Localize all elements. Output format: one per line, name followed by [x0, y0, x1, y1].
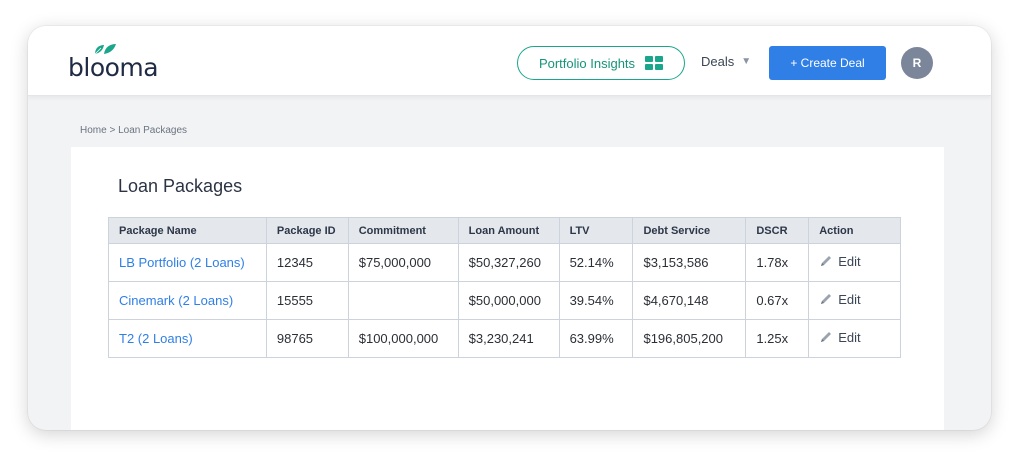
package-id-cell: 12345 — [265, 243, 349, 282]
app-window: blooma Portfolio Insights Deals ▼ + Crea… — [28, 26, 991, 430]
ltv-cell: 52.14% — [558, 243, 634, 282]
package-name-cell: Cinemark (2 Loans) — [108, 281, 267, 320]
column-header-commitment[interactable]: Commitment — [347, 217, 459, 244]
action-cell: Edit — [808, 281, 901, 320]
loan-amount-cell: $50,000,000 — [457, 281, 560, 320]
edit-label: Edit — [838, 291, 861, 307]
breadcrumb-separator: > — [109, 125, 116, 136]
package-name-link[interactable]: T2 (2 Loans) — [119, 331, 193, 346]
edit-label: Edit — [838, 253, 861, 269]
page-title: Loan Packages — [118, 176, 243, 196]
action-cell: Edit — [808, 243, 901, 282]
package-id-cell: 98765 — [265, 319, 349, 358]
column-header-loan-amount[interactable]: Loan Amount — [457, 217, 560, 244]
loan-amount-cell: $50,327,260 — [457, 243, 560, 282]
column-header-package-id[interactable]: Package ID — [265, 217, 349, 244]
create-deal-button[interactable]: + Create Deal — [769, 46, 886, 80]
edit-button[interactable]: Edit — [819, 291, 861, 307]
action-cell: Edit — [808, 319, 901, 358]
commitment-cell: $100,000,000 — [347, 319, 459, 358]
deals-label: Deals — [701, 54, 735, 69]
commitment-cell: $75,000,000 — [347, 243, 459, 282]
package-name-link[interactable]: Cinemark (2 Loans) — [119, 293, 234, 308]
debt-service-cell: $196,805,200 — [632, 319, 747, 358]
loan-amount-cell: $3,230,241 — [457, 319, 560, 358]
package-id-cell: 15555 — [265, 281, 349, 320]
ltv-cell: 39.54% — [558, 281, 634, 320]
breadcrumb-home-link[interactable]: Home — [80, 125, 107, 136]
portfolio-insights-button[interactable]: Portfolio Insights — [517, 46, 685, 80]
column-header-package-name[interactable]: Package Name — [108, 217, 267, 244]
loan-packages-table: Package Name Package ID Commitment Loan … — [108, 217, 901, 358]
column-header-debt-service[interactable]: Debt Service — [632, 217, 747, 244]
edit-button[interactable]: Edit — [819, 329, 861, 345]
column-header-action: Action — [808, 217, 901, 244]
blooma-logo[interactable]: blooma — [68, 44, 159, 82]
portfolio-insights-label: Portfolio Insights — [538, 55, 636, 71]
logo-text: blooma — [68, 53, 159, 82]
breadcrumb: Home > Loan Packages — [80, 125, 187, 136]
edit-button[interactable]: Edit — [819, 253, 861, 269]
package-name-cell: T2 (2 Loans) — [108, 319, 267, 358]
ltv-cell: 63.99% — [558, 319, 634, 358]
dscr-cell: 1.78x — [745, 243, 810, 282]
top-navigation-bar: blooma Portfolio Insights Deals ▼ + Crea… — [28, 26, 991, 96]
commitment-cell — [347, 281, 459, 320]
package-name-link[interactable]: LB Portfolio (2 Loans) — [119, 255, 245, 270]
package-name-cell: LB Portfolio (2 Loans) — [108, 243, 267, 282]
edit-label: Edit — [838, 329, 861, 345]
debt-service-cell: $4,670,148 — [632, 281, 747, 320]
table-row: T2 (2 Loans) 98765 $100,000,000 $3,230,2… — [108, 319, 901, 358]
pencil-icon — [821, 256, 832, 267]
table-row: LB Portfolio (2 Loans) 12345 $75,000,000… — [108, 243, 901, 282]
dscr-cell: 1.25x — [745, 319, 810, 358]
grid-icon — [645, 56, 664, 70]
table-row: Cinemark (2 Loans) 15555 $50,000,000 39.… — [108, 281, 901, 320]
table-header-row: Package Name Package ID Commitment Loan … — [108, 217, 901, 244]
debt-service-cell: $3,153,586 — [632, 243, 747, 282]
leaf-icon — [94, 44, 116, 55]
dscr-cell: 0.67x — [745, 281, 810, 320]
user-avatar[interactable]: R — [901, 47, 933, 79]
loan-packages-card: Loan Packages Package Name Package ID Co… — [71, 147, 944, 430]
column-header-ltv[interactable]: LTV — [558, 217, 634, 244]
pencil-icon — [821, 294, 832, 305]
column-header-dscr[interactable]: DSCR — [745, 217, 810, 244]
pencil-icon — [821, 332, 832, 343]
breadcrumb-current: Loan Packages — [118, 125, 188, 136]
caret-down-icon: ▼ — [741, 56, 752, 67]
deals-dropdown[interactable]: Deals ▼ — [701, 54, 751, 69]
